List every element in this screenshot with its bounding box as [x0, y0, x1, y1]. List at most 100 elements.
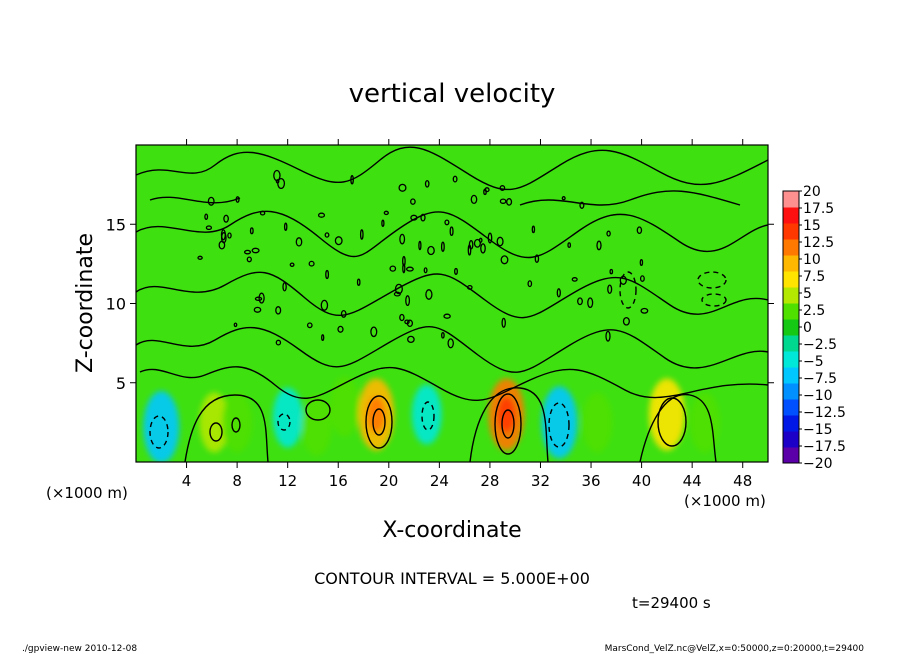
- contour-dashed-ellipse: [619, 271, 637, 309]
- contour-speck: [410, 214, 418, 221]
- colorbar-label: −17.5: [803, 439, 846, 455]
- contour-speck: [356, 278, 361, 286]
- contour-speck: [259, 210, 266, 216]
- contour-speck: [480, 243, 486, 254]
- contour-speck: [253, 306, 262, 313]
- contour-speck: [531, 225, 536, 234]
- contour-line: [136, 271, 768, 319]
- contour-speck: [506, 198, 513, 206]
- contour-speck: [467, 244, 472, 256]
- heatmap-cell: [143, 391, 180, 462]
- contour-speck: [571, 277, 578, 282]
- contour-speck: [204, 213, 209, 220]
- contour-speck: [289, 262, 295, 267]
- contour-speck: [283, 222, 288, 231]
- contour-line: [136, 210, 768, 259]
- contour-speck: [197, 255, 203, 260]
- contour-speck: [605, 330, 611, 342]
- contour-speck: [483, 188, 487, 196]
- contour-speck: [249, 227, 254, 235]
- colorbar-label: −5: [803, 354, 824, 370]
- contour-speck: [405, 266, 414, 272]
- contour-speck: [587, 297, 594, 309]
- contour-line: [184, 394, 269, 462]
- heatmap-cell-core: [367, 396, 386, 433]
- colorbar-label: 12.5: [803, 235, 834, 251]
- contour-ellipse: [209, 422, 223, 442]
- x-unit-label: (×1000 m): [684, 492, 766, 510]
- contour-speck: [381, 219, 385, 227]
- x-tick-label: 12: [278, 472, 297, 490]
- contour-speck: [473, 238, 481, 248]
- colorbar-segment: [783, 287, 799, 304]
- contour-dashed-ellipse: [149, 415, 169, 449]
- y-axis: 5 10 15: [106, 215, 774, 393]
- contour-ellipse: [501, 409, 515, 439]
- contour-speck: [636, 226, 643, 235]
- colorbar-label: −20: [803, 456, 833, 472]
- y-tick-label: 10: [106, 295, 126, 314]
- x-axis: 4 8 12 16 20 24 28 32 36 40 44 48: [182, 139, 752, 490]
- x-axis-label: X-coordinate: [382, 518, 521, 543]
- contour-speck: [243, 249, 252, 255]
- colorbar-label: −12.5: [803, 405, 846, 421]
- y-axis-label: Z-coordinate: [73, 233, 98, 373]
- contour-speck: [443, 313, 451, 319]
- contour-speck: [418, 240, 422, 251]
- contour-ellipse: [494, 393, 522, 455]
- contour-speck: [405, 295, 411, 307]
- colorbar-label: 10: [803, 252, 821, 268]
- contour-speck: [321, 334, 325, 342]
- y-unit-label: (×1000 m): [46, 484, 128, 502]
- heatmap-cell: [222, 392, 253, 453]
- contour-line: [519, 190, 741, 206]
- contour-speck: [282, 282, 287, 292]
- contour-speck: [639, 275, 645, 282]
- contour-speck: [399, 233, 406, 245]
- contour-speck: [350, 174, 354, 185]
- contour-line: [136, 326, 768, 373]
- contour-speck: [402, 255, 406, 267]
- y-tick-label: 15: [106, 215, 126, 234]
- colorbar-label: 0: [803, 320, 812, 336]
- contour-speck: [407, 335, 415, 344]
- contour-speck: [233, 322, 238, 328]
- contour-speck: [487, 232, 493, 244]
- contour-speck: [220, 229, 226, 241]
- colorbar-label: 15: [803, 218, 821, 234]
- heatmap-cell: [648, 378, 685, 451]
- contour-speck: [425, 289, 433, 300]
- y-tick-label: 5: [116, 374, 126, 393]
- contour-speck: [324, 232, 330, 238]
- contour-speck: [579, 201, 585, 209]
- contour-speck: [306, 322, 313, 329]
- contour-speck: [359, 229, 364, 240]
- colorbar-segment: [783, 271, 799, 288]
- colorbar-label: 5: [803, 286, 812, 302]
- contour-speck: [607, 284, 613, 294]
- colorbar-segment: [783, 367, 799, 384]
- colorbar-segment: [783, 383, 799, 400]
- contour-specks: [197, 169, 649, 349]
- contour-speck: [561, 196, 566, 201]
- contour-speck: [399, 313, 405, 322]
- colorbar-label: −15: [803, 422, 833, 438]
- contour-line: [149, 196, 241, 204]
- contour-speck: [410, 198, 416, 205]
- contour-speck: [449, 226, 454, 237]
- contour-speck: [334, 236, 343, 246]
- colorbar-segment: [783, 335, 799, 352]
- colorbar-label: −2.5: [803, 337, 837, 353]
- x-tick-label: 20: [379, 472, 398, 490]
- contour-speck: [393, 291, 401, 297]
- colorbar-label: 20: [803, 184, 821, 200]
- contour-speck: [389, 265, 397, 272]
- contour-speck: [534, 254, 540, 264]
- contour-speck: [420, 213, 426, 222]
- contour-line: [139, 366, 768, 401]
- contour-ellipse: [372, 408, 386, 436]
- contour-speck: [619, 275, 627, 285]
- colorbar-segment: [783, 415, 799, 432]
- heatmap-cell: [329, 376, 360, 437]
- time-text: t=29400 s: [632, 594, 711, 612]
